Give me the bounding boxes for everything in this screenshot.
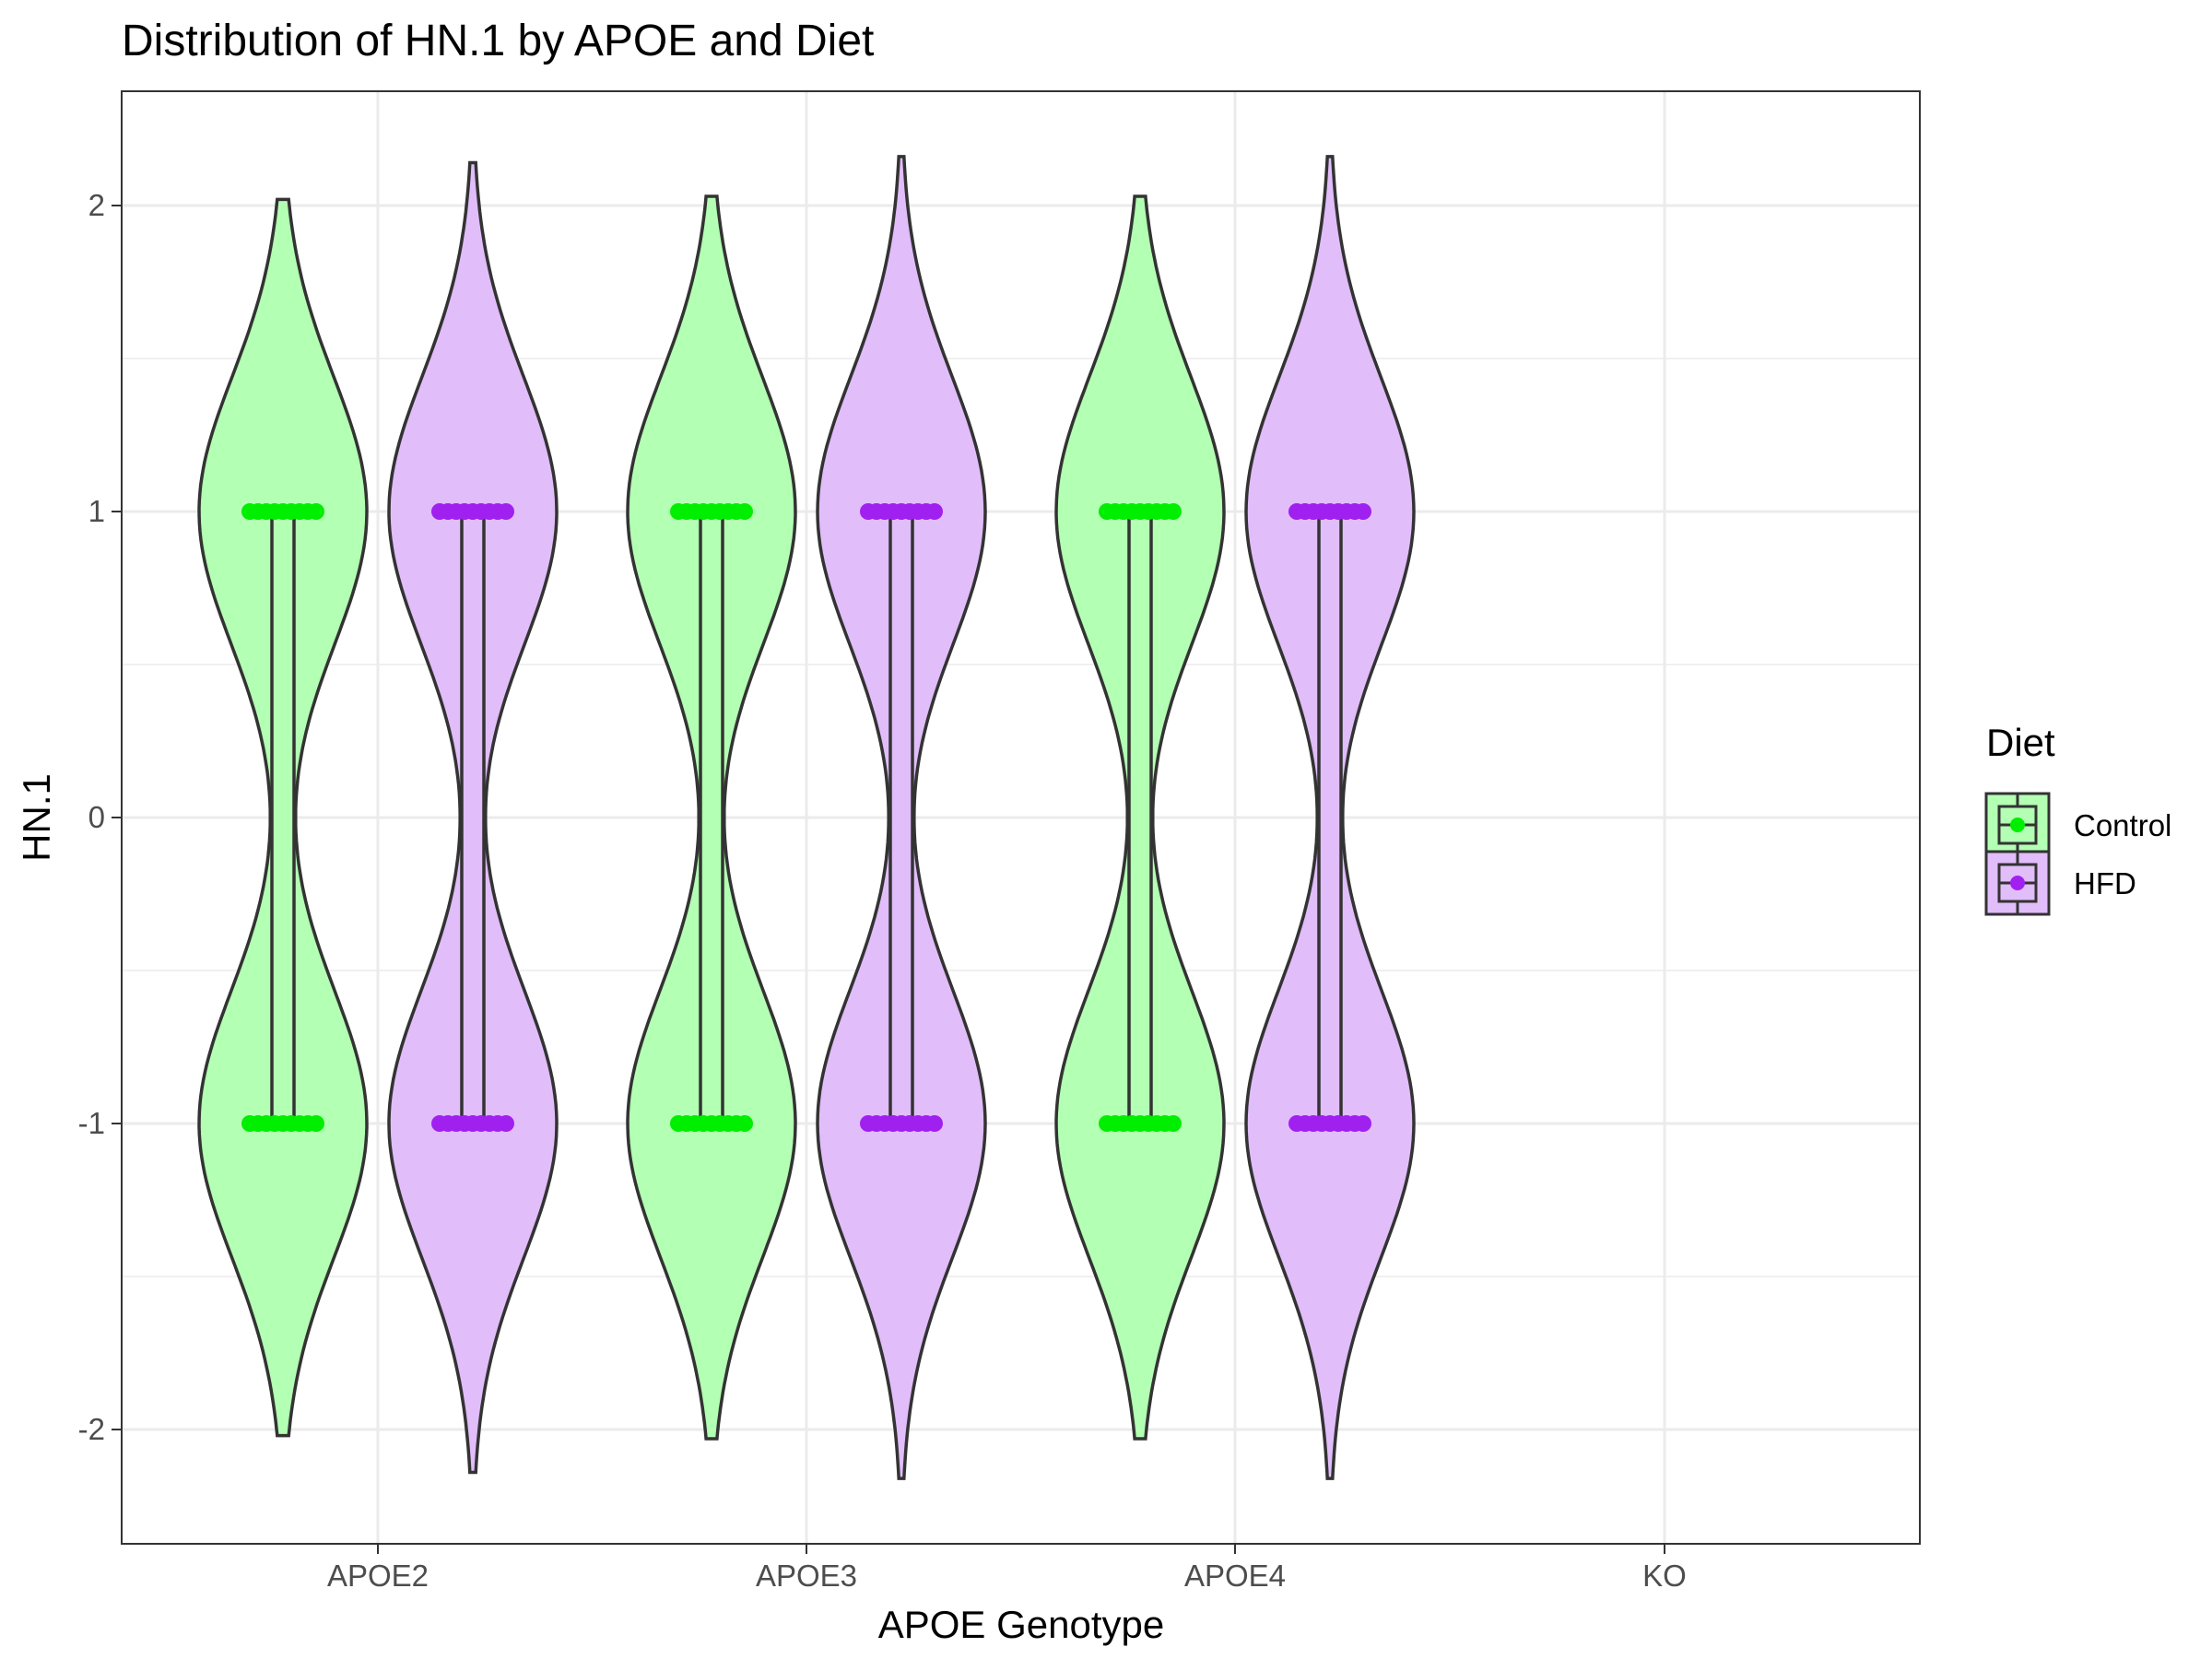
y-tick-label: 1 bbox=[88, 494, 105, 528]
data-point bbox=[926, 1115, 943, 1132]
data-point bbox=[308, 503, 324, 520]
data-point bbox=[498, 503, 514, 520]
data-point bbox=[498, 1115, 514, 1132]
y-tick-label: -1 bbox=[78, 1106, 105, 1140]
y-tick-label: -2 bbox=[78, 1412, 105, 1446]
x-axis-title: APOE Genotype bbox=[878, 1603, 1165, 1646]
chart-title: Distribution of HN.1 by APOE and Diet bbox=[122, 17, 874, 65]
x-axis: APOE2 APOE3 APOE4 KO bbox=[327, 1544, 1687, 1593]
legend-label-hfd: HFD bbox=[2074, 866, 2136, 900]
x-tick-label: APOE2 bbox=[327, 1559, 429, 1593]
data-point bbox=[926, 503, 943, 520]
box-hfd-apoe2 bbox=[460, 510, 486, 1125]
data-point bbox=[736, 503, 753, 520]
data-point bbox=[1355, 1115, 1371, 1132]
box-hfd-apoe3 bbox=[888, 510, 914, 1125]
data-point bbox=[308, 1115, 324, 1132]
legend: Diet Control HFD bbox=[1984, 721, 2171, 916]
data-point bbox=[1165, 503, 1182, 520]
legend-key-point bbox=[2010, 876, 2025, 890]
box-hfd-apoe4 bbox=[1317, 510, 1343, 1125]
data-point bbox=[1355, 503, 1371, 520]
y-tick-label: 0 bbox=[88, 800, 105, 834]
box-control-apoe4 bbox=[1127, 510, 1153, 1125]
x-tick-label: APOE3 bbox=[756, 1559, 857, 1593]
data-point bbox=[1165, 1115, 1182, 1132]
y-axis: 2 1 0 -1 -2 bbox=[78, 188, 122, 1446]
legend-label-control: Control bbox=[2074, 808, 2171, 842]
data-point bbox=[736, 1115, 753, 1132]
legend-title: Diet bbox=[1986, 721, 2055, 764]
y-axis-title: HN.1 bbox=[15, 773, 58, 862]
x-tick-label: KO bbox=[1642, 1559, 1687, 1593]
y-tick-label: 2 bbox=[88, 188, 105, 222]
box-control-apoe3 bbox=[699, 510, 724, 1125]
x-tick-label: APOE4 bbox=[1184, 1559, 1286, 1593]
data-points bbox=[241, 503, 1371, 1132]
box-control-apoe2 bbox=[270, 510, 296, 1125]
legend-key-point bbox=[2010, 818, 2025, 832]
